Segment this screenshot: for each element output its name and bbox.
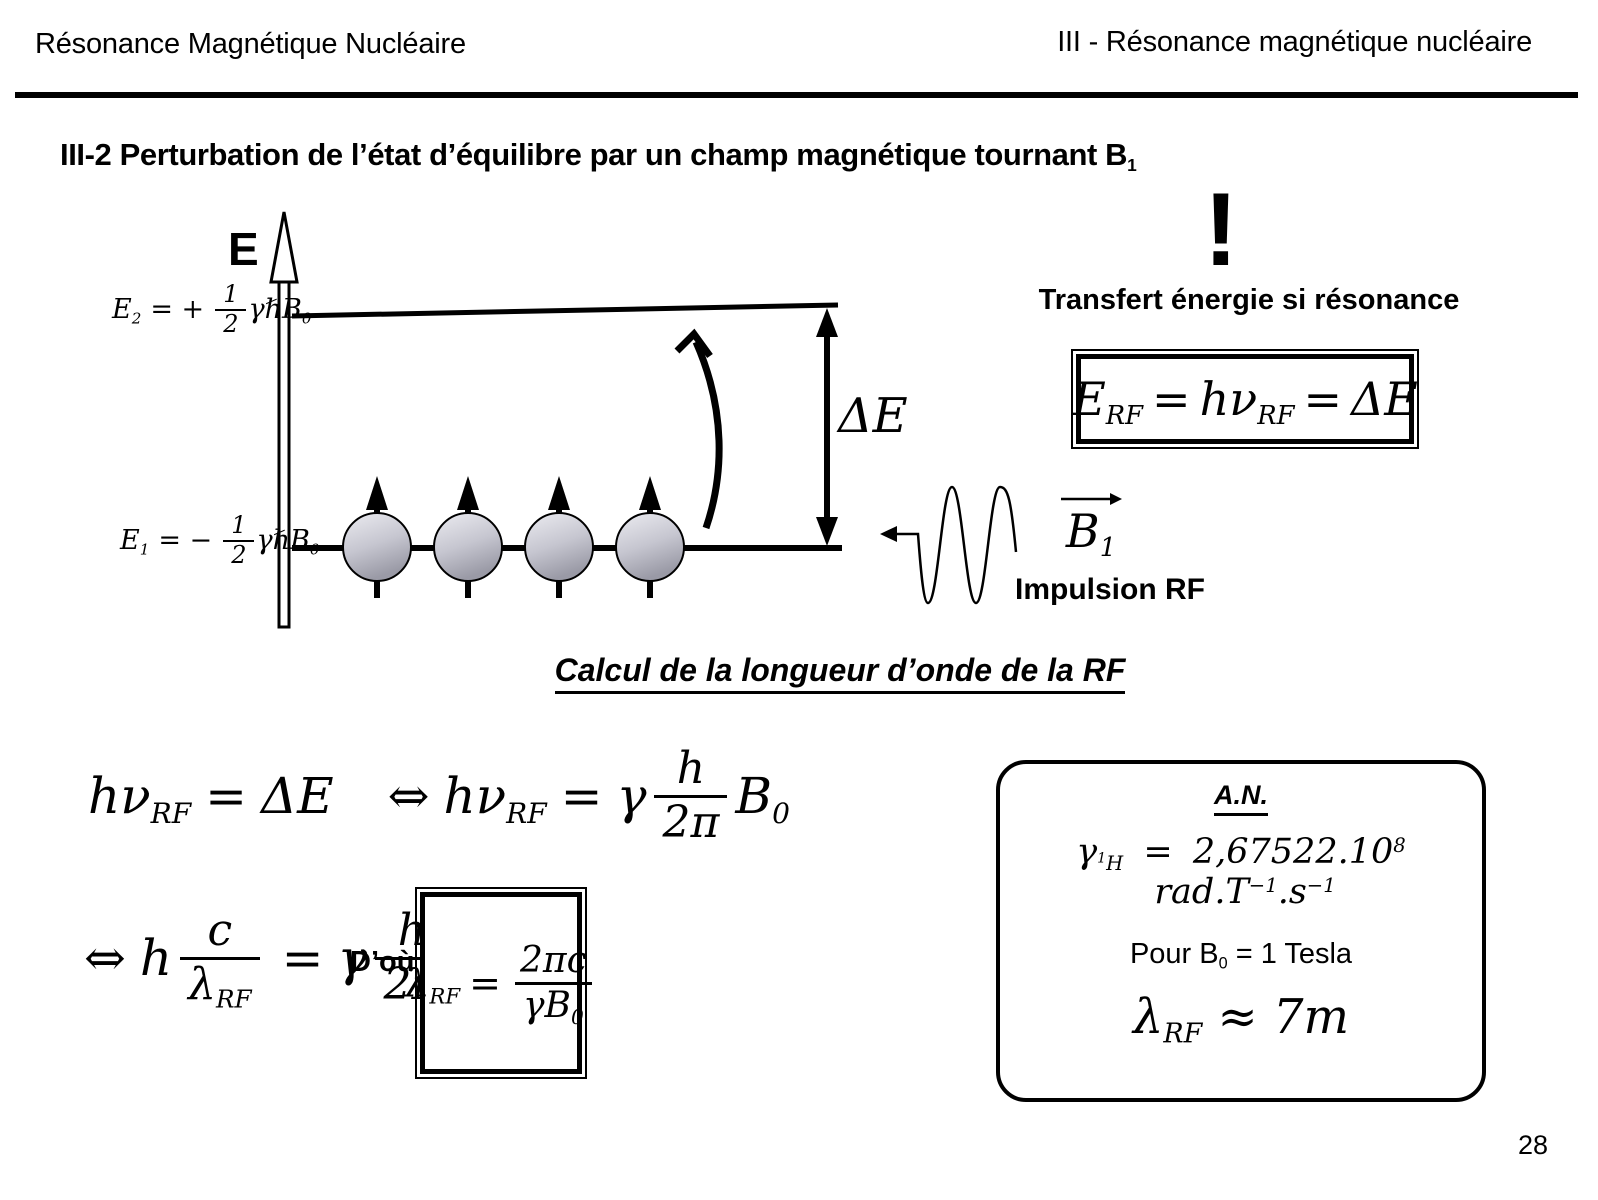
erf-rel2: = (1303, 372, 1342, 426)
exclamation-mark: ! (1203, 172, 1239, 288)
eq1-term3: hνRF (443, 767, 547, 830)
eq2-fraction1: c λRF (180, 905, 260, 1011)
eq1-term1: hνRF (88, 767, 192, 830)
spin-population (342, 476, 685, 598)
dou-label: D’où (350, 946, 415, 978)
eq2-gamma: γ (337, 929, 368, 988)
slide-title: III-2 Perturbation de l’état d’équilibre… (60, 137, 1137, 176)
eq1-rel1: = (205, 767, 248, 826)
header-rule (15, 92, 1578, 98)
erf-rel1: = (1152, 372, 1191, 426)
erf-lhs: ERF (1072, 372, 1144, 432)
eq1-gamma: γ (616, 767, 647, 826)
an-b0-line: Pour B0 = 1 Tesla (1129, 938, 1353, 973)
impulsion-rf-label: Impulsion RF (1015, 573, 1205, 606)
spin-sphere (342, 512, 685, 582)
e1-tail: γℏB0 (256, 525, 320, 559)
eq1-b0: B0 (735, 767, 790, 830)
resonance-caption: Transfert énergie si résonance (1038, 284, 1460, 316)
lambda-lhs: λRF (405, 961, 461, 1010)
eq2-h: h (139, 929, 173, 988)
e2-rel: = + (150, 294, 205, 326)
section-title: Calcul de la longueur d’onde de la RF (554, 652, 1126, 694)
erf-rhs: ΔE (1351, 372, 1418, 426)
energy-axis-label: E (228, 223, 259, 275)
delta-e-label: ΔE (838, 388, 908, 444)
header-right-title: III - Résonance magnétique nucléaire (1057, 26, 1532, 58)
slide-title-sub: 1 (1127, 155, 1137, 176)
b1-vector-arrow-icon (1061, 493, 1122, 505)
erf-mid: hνRF (1199, 372, 1295, 432)
e2-term: E2 (112, 294, 142, 328)
page-number: 28 (1518, 1130, 1549, 1160)
lambda-rel: = (469, 961, 501, 1005)
energy-axis-arrow (269, 211, 299, 629)
an-title: A.N. (1214, 780, 1268, 816)
lambda-equation-box: λRF = 2πc γB0 (405, 887, 592, 1079)
erf-equation-box: ERF = hνRF = ΔE (1071, 349, 1419, 449)
eq1-term2: ΔE (261, 767, 334, 826)
eq1-rel2: = (560, 767, 603, 826)
an-lambda-line: λRF ≈ 7m (1132, 989, 1350, 1050)
eq2-iff: ⇔ (84, 929, 126, 988)
equation-line-1: hνRF = ΔE ⇔ hνRF = γ h 2π B0 (88, 743, 790, 848)
lambda-fraction: 2πc γB0 (512, 940, 595, 1027)
an-title-wrap: A.N. (1000, 780, 1482, 816)
b1-vector: B1 (1052, 492, 1130, 564)
slide-title-text: III-2 Perturbation de l’état d’équilibre… (60, 137, 1128, 172)
e1-rel: = − (158, 525, 213, 557)
section-title-wrap: Calcul de la longueur d’onde de la RF (480, 652, 1200, 694)
transition-curved-arrow (674, 328, 723, 530)
eq1-iff: ⇔ (387, 767, 430, 826)
delta-e-arrow (816, 308, 838, 546)
eq1-fraction: h 2π (654, 743, 728, 848)
e2-tail: γℏB0 (248, 294, 312, 328)
e1-term: E1 (120, 525, 150, 559)
an-box: A.N. γ1H = 2,67522.108 rad.T−1.s−1 Pour … (996, 760, 1486, 1102)
upper-level-line (291, 302, 839, 319)
b1-label: B1 (1065, 504, 1117, 564)
energy-diagram-art (269, 211, 1018, 629)
eq2-rel: = (281, 929, 324, 988)
header-left-title: Résonance Magnétique Nucléaire (35, 28, 466, 60)
an-gamma-line: γ1H = 2,67522.108 rad.T−1.s−1 (1076, 832, 1406, 912)
rf-wave-icon (880, 485, 1018, 605)
